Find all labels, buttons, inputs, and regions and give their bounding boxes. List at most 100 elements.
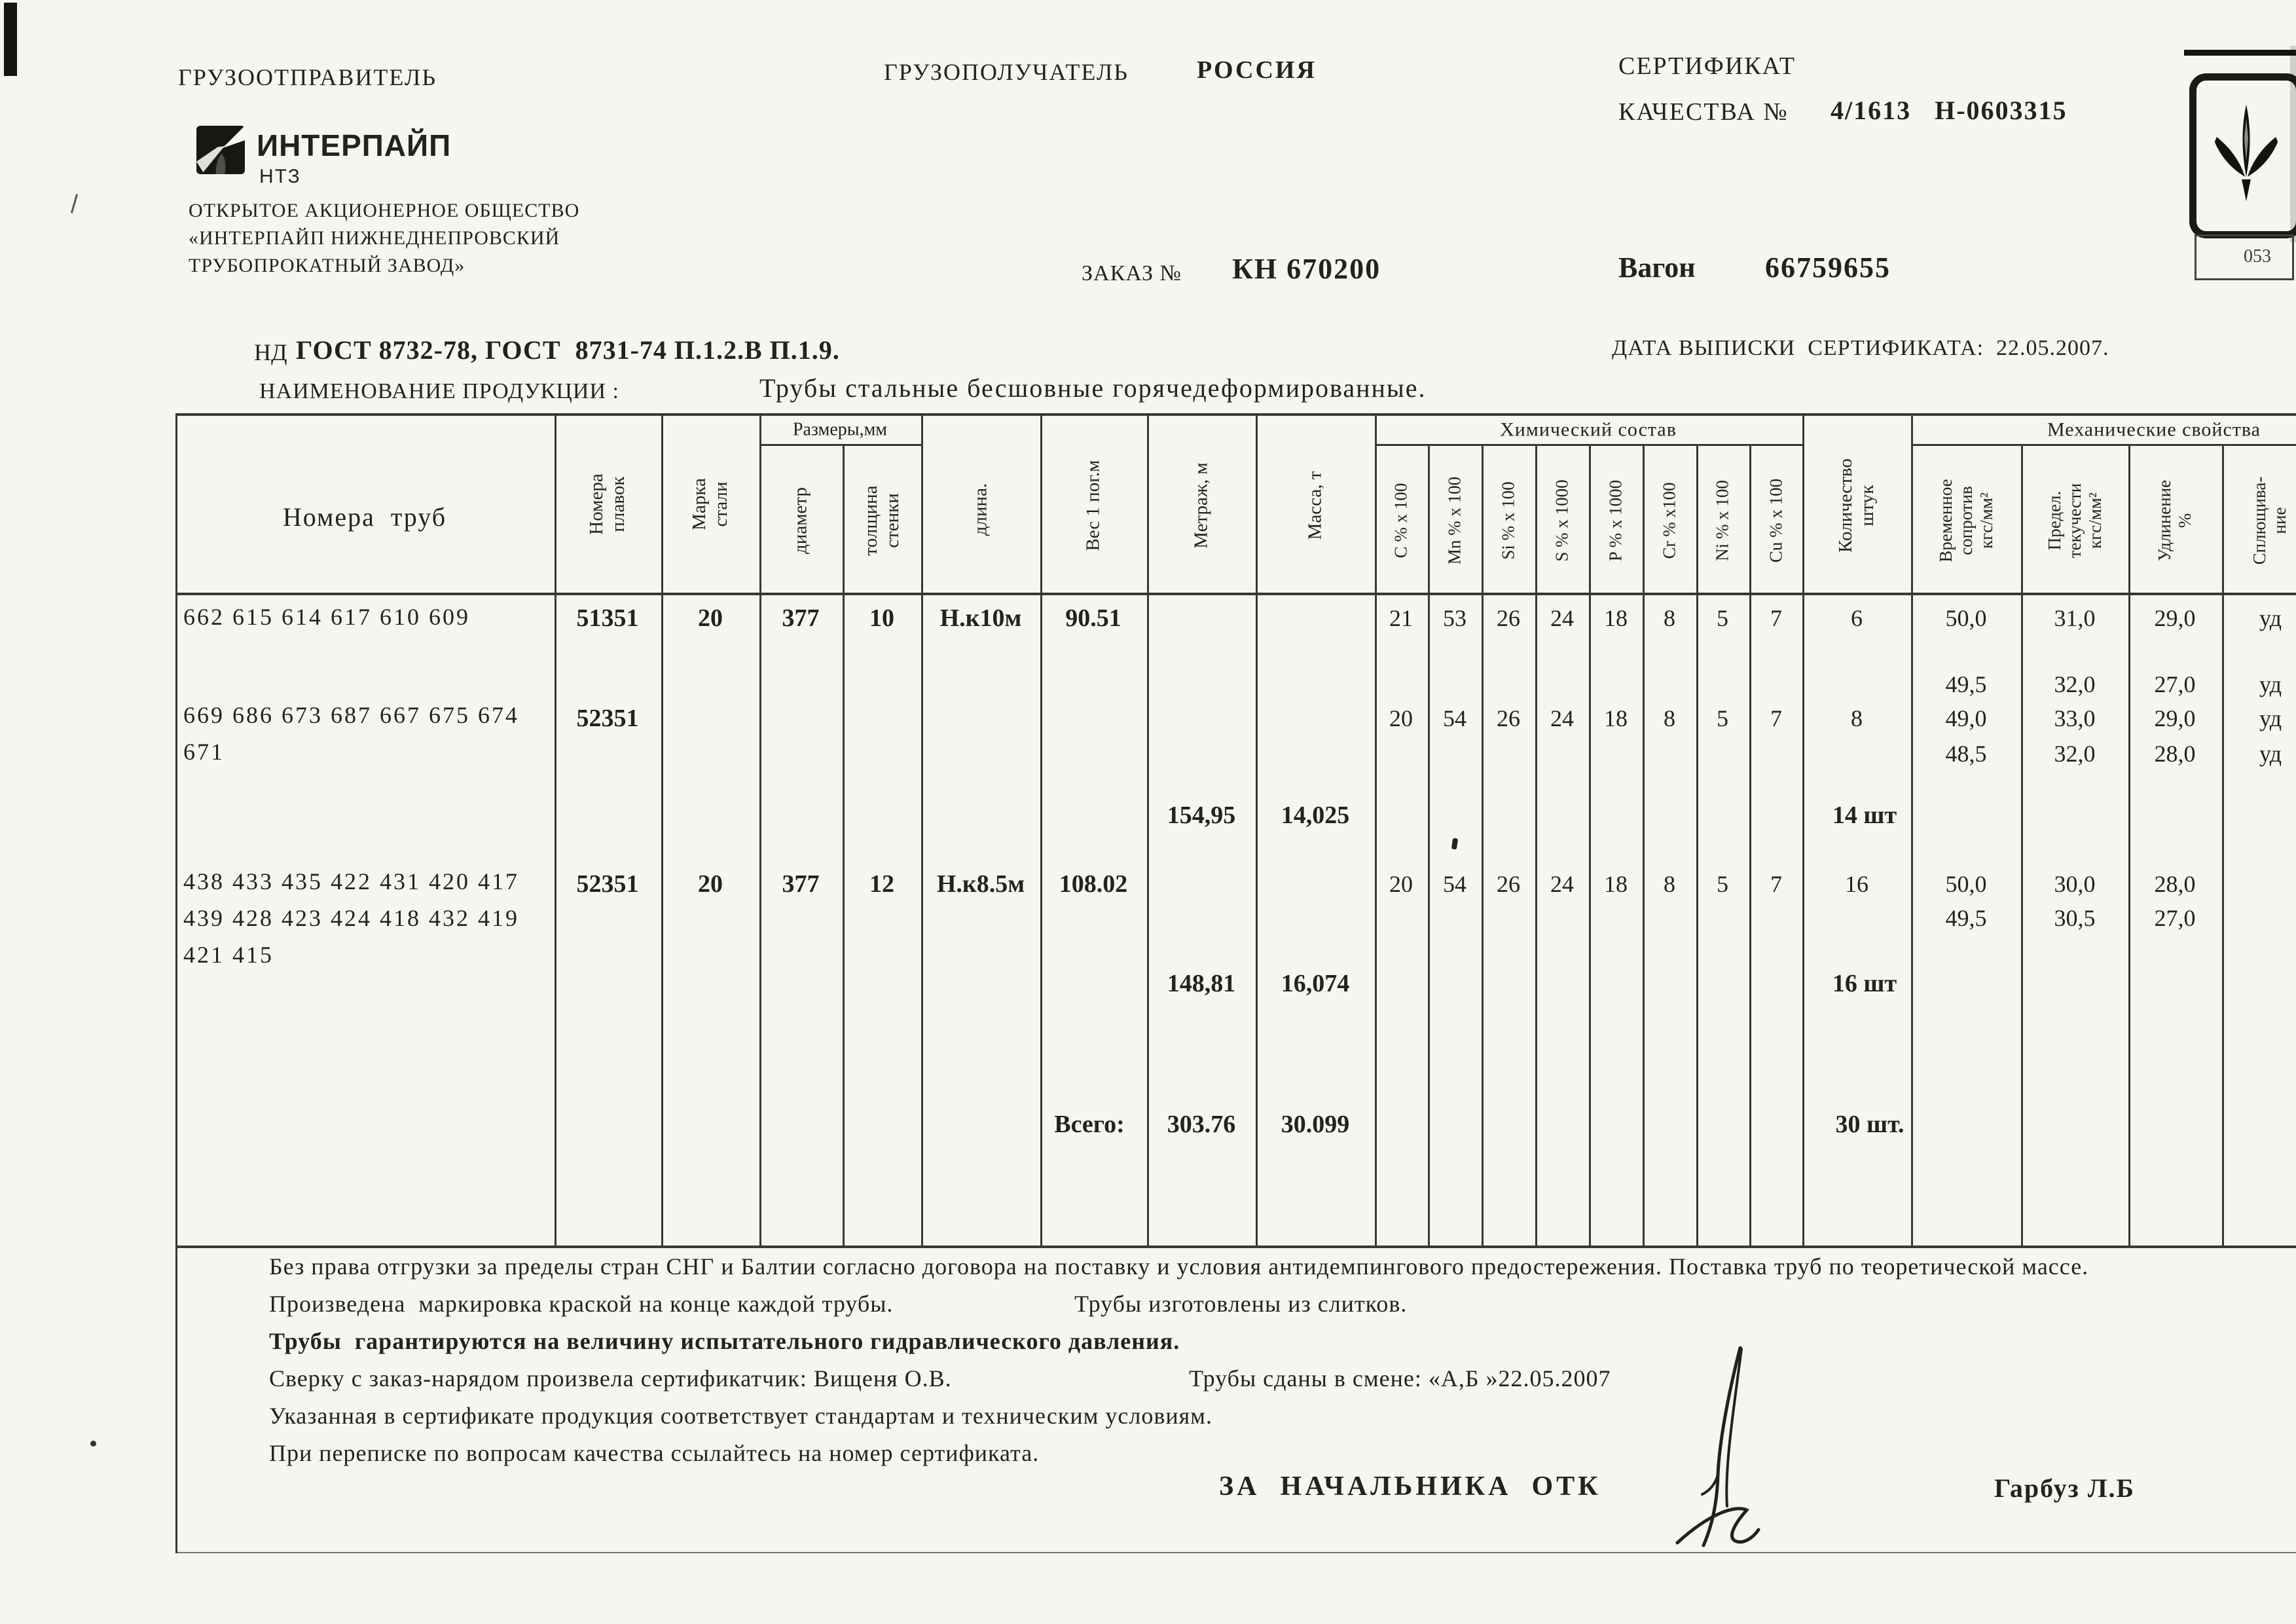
row1-chem-ni: 5	[1717, 605, 1728, 632]
row3-pipe-numbers-l1: 438 433 435 422 431 420 417	[183, 868, 519, 895]
row3-length: Н.к8.5м	[936, 870, 1025, 898]
col-line	[1749, 444, 1751, 1246]
row1-wall: 10	[869, 604, 894, 633]
footer-note-1: Без права отгрузки за пределы стран СНГ …	[269, 1253, 2089, 1280]
row1-chem-mn: 53	[1443, 605, 1467, 632]
header-wall-thickness: толщина стенки	[860, 485, 903, 556]
scan-edge-shade	[2290, 46, 2296, 242]
order-value: КН 670200	[1232, 253, 1381, 285]
row1-tensile-2: 49,5	[1945, 671, 1987, 698]
row3-chem-si: 26	[1497, 871, 1520, 898]
col-line	[1428, 444, 1430, 1246]
row1-chem-cu: 7	[1770, 605, 1782, 632]
row2-chem-c: 20	[1389, 705, 1413, 732]
header-diameter: диаметр	[790, 487, 811, 554]
subtotal2-qty: 16 шт	[1832, 970, 1897, 998]
row2-chem-mn: 54	[1443, 705, 1467, 732]
consignee-value: РОССИЯ	[1197, 56, 1317, 84]
col-line	[1256, 413, 1258, 1246]
row3-elong-2: 27,0	[2154, 905, 2196, 932]
table-top-border	[175, 413, 2296, 416]
row2-tensile-1: 49,0	[1945, 705, 1987, 732]
footer-note-3: Трубы гарантируются на величину испытате…	[269, 1328, 1180, 1354]
row1-weight: 90.51	[1065, 604, 1121, 633]
col-line	[2128, 444, 2130, 1246]
row1-heat: 51351	[576, 604, 639, 633]
scan-artifact-dot	[90, 1441, 96, 1447]
row3-pipe-numbers-l2: 439 428 423 424 418 432 419	[183, 905, 519, 931]
stamp-number: 053	[2244, 246, 2271, 267]
row3-pipe-numbers-l3: 421 415	[183, 942, 274, 968]
scan-artifact-bar	[4, 3, 17, 76]
nd-value: ГОСТ 8732-78, ГОСТ 8731-74 П.1.2.В П.1.9…	[296, 335, 840, 365]
header-quantity: Количество штук	[1834, 458, 1878, 553]
row3-tensile-1: 50,0	[1945, 871, 1987, 898]
row1-pipe-numbers: 662 615 614 617 610 609	[183, 604, 470, 630]
row3-chem-c: 20	[1389, 871, 1413, 898]
header-flattening: Сплющива- ние	[2250, 476, 2289, 565]
row1-diameter: 377	[782, 604, 820, 633]
row1-yield-1: 31,0	[2054, 605, 2096, 632]
row2-elong-2: 28,0	[2154, 741, 2196, 767]
consignee-label: ГРУЗОПОЛУЧАТЕЛЬ	[884, 59, 1129, 85]
footer-note-5: Указанная в сертификате продукция соотве…	[269, 1403, 1212, 1429]
logo-sub: НТЗ	[259, 166, 301, 187]
certificate-number: 4/1613 Н-0603315	[1831, 96, 2068, 125]
header-chem-cu: Cu % x 100	[1766, 478, 1786, 563]
row3-qty: 16	[1845, 871, 1868, 898]
trident-logo-icon	[2208, 100, 2285, 213]
scan-artifact-slash	[70, 194, 79, 213]
wagon-label: Вагон	[1618, 251, 1696, 284]
stamp-top-line	[2184, 50, 2296, 56]
row1-chem-si: 26	[1497, 605, 1520, 632]
row1-flat-2: уд	[2259, 671, 2282, 698]
row2-chem-ni: 5	[1717, 705, 1728, 732]
row1-elong-1: 29,0	[2154, 605, 2196, 632]
header-metrage: Метраж, м	[1190, 462, 1212, 549]
row3-heat: 52351	[576, 870, 639, 898]
subtotal1-mass: 14,025	[1281, 802, 1350, 830]
row2-tensile-2: 48,5	[1945, 741, 1987, 767]
col-line	[1040, 413, 1042, 1246]
row2-yield-2: 32,0	[2054, 741, 2096, 767]
header-heat-numbers: Номера плавок	[585, 473, 629, 535]
total-mass: 30.099	[1281, 1111, 1350, 1139]
row1-chem-c: 21	[1389, 605, 1413, 632]
table-header-border	[175, 593, 2296, 595]
row1-chem-p: 18	[1604, 605, 1628, 632]
row2-flat-1: уд	[2259, 705, 2282, 732]
row2-chem-p: 18	[1604, 705, 1628, 732]
row1-grade: 20	[698, 604, 723, 633]
col-line	[2021, 444, 2023, 1246]
row3-elong-1: 28,0	[2154, 871, 2196, 898]
page-bottom-line	[175, 1552, 2296, 1553]
footer-note-2b: Трубы изготовлены из слитков.	[1074, 1291, 1408, 1317]
total-qty: 30 шт.	[1835, 1111, 1904, 1139]
col-line	[1589, 444, 1591, 1246]
total-metrage: 303.76	[1167, 1111, 1236, 1139]
row3-yield-2: 30,5	[2054, 905, 2096, 932]
company-line-2: «ИНТЕРПАЙП НИЖНЕДНЕПРОВСКИЙ	[189, 227, 560, 249]
row1-chem-s: 24	[1550, 605, 1574, 632]
header-yield: Предел. текучести кгс/мм²	[2044, 483, 2105, 559]
interpipe-logo-icon	[196, 126, 245, 177]
header-elongation: Удлинение %	[2155, 479, 2195, 562]
col-line	[1911, 413, 1913, 1246]
row3-chem-mn: 54	[1443, 871, 1467, 898]
row2-qty: 8	[1851, 705, 1863, 732]
header-chem-p: P % x 1000	[1605, 479, 1626, 562]
certificate-title: СЕРТИФИКАТ	[1618, 52, 1796, 80]
table-left-border	[175, 413, 177, 1553]
col-line	[555, 413, 556, 1246]
header-chem-mn: Mn % x 100	[1444, 476, 1465, 565]
col-line	[1696, 444, 1698, 1246]
row3-diameter: 377	[782, 870, 820, 898]
signatory-name: Гарбуз Л.Б	[1994, 1473, 2135, 1503]
footer-note-6: При переписке по вопросам качества ссыла…	[269, 1440, 1040, 1466]
row2-pipe-numbers-l2: 671	[183, 739, 225, 765]
subtotal2-metrage: 148,81	[1167, 970, 1236, 998]
col-line	[1535, 444, 1537, 1246]
row3-chem-s: 24	[1550, 871, 1574, 898]
header-chem-c: C % x 100	[1391, 483, 1411, 559]
col-line	[661, 413, 663, 1246]
